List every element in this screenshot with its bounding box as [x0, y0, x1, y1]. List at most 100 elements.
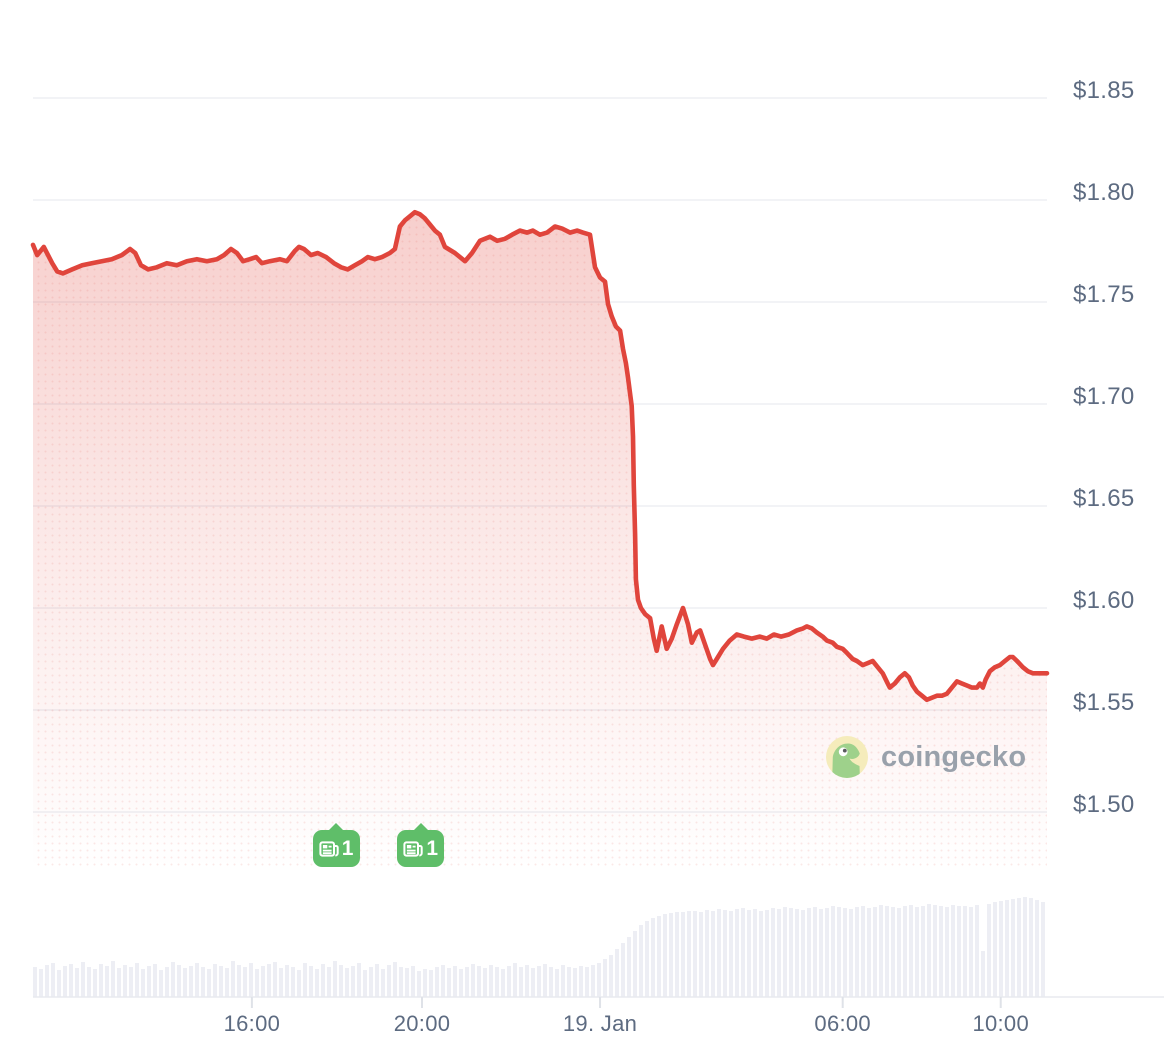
volume-bar — [603, 959, 607, 997]
volume-bar — [621, 943, 625, 997]
volume-bar — [987, 904, 991, 997]
volume-bar — [339, 965, 343, 997]
volume-bar — [531, 968, 535, 997]
volume-bar — [591, 965, 595, 997]
volume-bar — [321, 964, 325, 997]
volume-bar — [45, 965, 49, 997]
coingecko-logo-text: coingecko — [881, 740, 1027, 773]
volume-bar — [549, 967, 553, 997]
volume-bar — [165, 967, 169, 997]
volume-bar — [513, 963, 517, 997]
volume-bar — [537, 966, 541, 997]
volume-bar — [633, 931, 637, 997]
volume-bar — [393, 962, 397, 997]
volume-bar — [1035, 900, 1039, 997]
news-badge[interactable]: 1 — [397, 830, 445, 867]
news-badge[interactable]: 1 — [312, 830, 360, 867]
volume-bar — [819, 909, 823, 997]
volume-bar — [657, 916, 661, 997]
price-line — [30, 209, 1050, 703]
volume-bar — [609, 955, 613, 997]
volume-bar — [795, 909, 799, 997]
volume-bar — [483, 968, 487, 997]
volume-bar — [435, 967, 439, 997]
volume-bar — [171, 962, 175, 997]
volume-bar — [369, 967, 373, 997]
volume-bar — [159, 970, 163, 997]
volume-bar — [327, 967, 331, 997]
volume-bar — [93, 969, 97, 997]
volume-bar — [915, 907, 919, 997]
volume-bar — [873, 907, 877, 997]
y-axis-tick-label: $1.70 — [1073, 383, 1135, 410]
volume-bar — [567, 967, 571, 997]
volume-bar — [99, 964, 103, 997]
volume-bar — [291, 967, 295, 997]
volume-bar — [747, 910, 751, 997]
volume-bar — [81, 962, 85, 997]
volume-bar — [357, 963, 361, 997]
coingecko-watermark: coingecko — [826, 736, 1026, 778]
volume-bar — [825, 908, 829, 997]
volume-bar — [645, 921, 649, 997]
volume-bar — [945, 907, 949, 997]
volume-bar — [519, 967, 523, 997]
volume-bar — [111, 961, 115, 997]
volume-bar — [141, 969, 145, 997]
volume-bar — [39, 969, 43, 997]
volume-bar — [267, 964, 271, 997]
volume-bar — [273, 962, 277, 997]
volume-bar — [411, 966, 415, 997]
volume-bar — [711, 911, 715, 997]
y-axis-tick-label: $1.55 — [1073, 689, 1135, 716]
volume-bar — [627, 937, 631, 997]
volume-bar — [951, 905, 955, 997]
volume-bar — [147, 966, 151, 997]
volume-bar — [351, 966, 355, 997]
volume-bar — [651, 918, 655, 997]
x-axis-tick-label: 10:00 — [972, 1011, 1029, 1036]
volume-bar — [585, 967, 589, 997]
volume-bar — [387, 965, 391, 997]
volume-bar — [447, 968, 451, 997]
newspaper-icon — [319, 840, 339, 857]
price-line-path — [30, 209, 1050, 703]
volume-bar — [459, 969, 463, 997]
volume-bar — [561, 965, 565, 997]
volume-bar — [861, 906, 865, 997]
volume-bar — [717, 909, 721, 997]
area-fill — [33, 212, 1047, 868]
volume-bar — [705, 910, 709, 997]
volume-bar — [543, 964, 547, 997]
volume-bar — [903, 906, 907, 997]
y-axis-tick-label: $1.65 — [1073, 485, 1135, 512]
volume-bar — [741, 908, 745, 997]
news-badge-count: 1 — [341, 836, 354, 860]
volume-bar — [579, 966, 583, 997]
volume-bar — [153, 964, 157, 997]
volume-bar — [843, 908, 847, 997]
volume-bar — [681, 912, 685, 997]
volume-bar — [975, 905, 979, 997]
volume-bar — [495, 967, 499, 997]
volume-bar — [855, 907, 859, 997]
volume-bar — [909, 905, 913, 997]
volume-bar — [231, 961, 235, 997]
volume-bar — [381, 969, 385, 997]
newspaper-icon — [403, 840, 424, 857]
y-axis-tick-label: $1.80 — [1073, 179, 1135, 206]
volume-bar — [573, 968, 577, 997]
volume-bar — [807, 908, 811, 997]
area-fill-dots — [33, 212, 1047, 868]
volume-bar — [261, 966, 265, 997]
x-axis-tick-label: 06:00 — [814, 1011, 871, 1036]
volume-bar — [675, 912, 679, 997]
volume-bar — [981, 951, 985, 997]
volume-bar — [687, 911, 691, 997]
volume-bar — [285, 965, 289, 997]
volume-bar — [237, 965, 241, 997]
volume-bar — [735, 909, 739, 997]
volume-bar — [405, 968, 409, 997]
volume-bar — [693, 911, 697, 997]
volume-bar — [1041, 902, 1045, 997]
